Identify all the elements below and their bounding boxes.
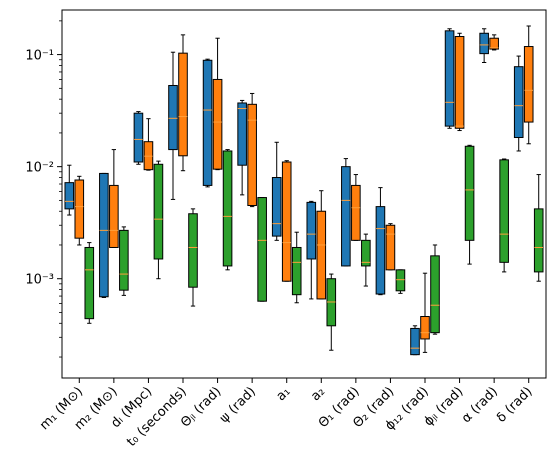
box-6-series-2 xyxy=(291,231,302,304)
axes-frame xyxy=(61,9,547,379)
box-9-series-2 xyxy=(395,269,406,294)
box-iqr xyxy=(188,213,198,288)
box-iqr xyxy=(479,32,489,55)
box-iqr xyxy=(237,102,247,166)
box-iqr xyxy=(212,78,223,170)
x-tick-label: δ (rad) xyxy=(494,384,536,426)
box-9-series-1 xyxy=(385,223,396,271)
box-6-series-0 xyxy=(271,141,282,241)
box-12-series-0 xyxy=(479,28,489,64)
box-13-series-2 xyxy=(533,174,544,282)
box-7-series-1 xyxy=(316,190,327,300)
box-iqr xyxy=(430,255,440,334)
box-4-series-1 xyxy=(212,37,223,171)
box-iqr xyxy=(84,246,95,320)
box-8-series-0 xyxy=(341,158,351,267)
box-iqr xyxy=(143,141,154,171)
box-iqr xyxy=(420,316,430,340)
box-iqr xyxy=(74,179,85,239)
box-iqr xyxy=(247,103,257,207)
box-5-series-2 xyxy=(257,197,267,302)
box-iqr xyxy=(99,172,109,298)
box-11-series-0 xyxy=(444,28,455,129)
box-4-series-2 xyxy=(222,149,233,271)
plot-area xyxy=(64,25,544,356)
box-4-series-0 xyxy=(202,58,213,188)
box-iqr xyxy=(533,208,544,273)
box-12-series-2 xyxy=(499,158,509,273)
box-2-series-2 xyxy=(153,160,164,280)
box-iqr xyxy=(395,269,406,292)
box-12-series-1 xyxy=(489,34,499,51)
x-tick-label: a₁ xyxy=(274,384,294,404)
box-iqr xyxy=(64,182,75,210)
box-7-series-0 xyxy=(306,200,317,300)
box-iqr xyxy=(454,36,465,129)
box-10-series-1 xyxy=(420,272,430,353)
y-tick-label: 10⁻³ xyxy=(25,273,54,288)
box-iqr xyxy=(306,201,317,260)
box-iqr xyxy=(375,206,386,295)
box-11-series-1 xyxy=(454,32,465,132)
box-13-series-1 xyxy=(523,25,534,145)
box-7-series-2 xyxy=(326,273,337,351)
box-iqr xyxy=(257,197,267,302)
box-iqr xyxy=(168,84,178,151)
x-tick-label: a₂ xyxy=(308,384,328,404)
box-5-series-1 xyxy=(247,92,257,208)
x-tick-label: ϕⱼₗ (rad) xyxy=(421,384,466,429)
x-axis: m₁ (M⊙)m₂ (M⊙)dₗ (Mpc)t₀ (seconds)Θⱼₗ (r… xyxy=(37,378,536,450)
x-tick-label: ψ (rad) xyxy=(217,384,259,426)
box-iqr xyxy=(444,30,455,127)
box-2-series-1 xyxy=(143,118,154,171)
box-iqr xyxy=(361,239,371,267)
box-10-series-2 xyxy=(430,244,440,335)
box-iqr xyxy=(513,66,524,139)
box-0-series-0 xyxy=(64,164,75,216)
box-2-series-0 xyxy=(133,111,144,165)
box-6-series-1 xyxy=(281,160,292,282)
box-iqr xyxy=(410,327,420,356)
y-axis: 10⁻³ 10⁻² 10⁻¹ xyxy=(25,20,62,358)
box-9-series-0 xyxy=(375,187,386,296)
box-iqr xyxy=(222,150,233,267)
box-iqr xyxy=(178,52,188,157)
box-iqr xyxy=(351,184,361,241)
box-1-series-2 xyxy=(119,226,129,296)
box-iqr xyxy=(489,37,499,50)
box-iqr xyxy=(202,59,213,186)
box-iqr xyxy=(291,246,302,296)
box-iqr xyxy=(341,166,351,267)
box-iqr xyxy=(464,145,475,241)
box-3-series-0 xyxy=(168,51,178,200)
box-iqr xyxy=(271,177,282,237)
box-iqr xyxy=(153,163,164,260)
box-iqr xyxy=(119,229,129,291)
box-iqr xyxy=(133,112,144,163)
box-3-series-2 xyxy=(188,208,198,307)
box-0-series-1 xyxy=(74,175,85,246)
y-tick-label: 10⁻² xyxy=(25,161,54,176)
box-8-series-2 xyxy=(361,233,371,287)
x-tick-label: α (rad) xyxy=(459,384,501,426)
box-iqr xyxy=(523,46,534,123)
box-iqr xyxy=(281,161,292,282)
box-10-series-0 xyxy=(410,325,420,356)
y-tick-label: 10⁻¹ xyxy=(25,49,54,64)
box-3-series-1 xyxy=(178,34,188,172)
box-11-series-2 xyxy=(464,144,475,265)
box-8-series-1 xyxy=(351,174,361,241)
box-iqr xyxy=(316,210,327,300)
box-13-series-0 xyxy=(513,55,524,152)
box-5-series-0 xyxy=(237,99,247,196)
box-iqr xyxy=(385,224,396,271)
box-iqr xyxy=(109,184,119,248)
box-1-series-1 xyxy=(109,149,119,248)
box-0-series-2 xyxy=(84,242,95,324)
box-iqr xyxy=(499,159,509,263)
box-1-series-0 xyxy=(99,172,109,298)
